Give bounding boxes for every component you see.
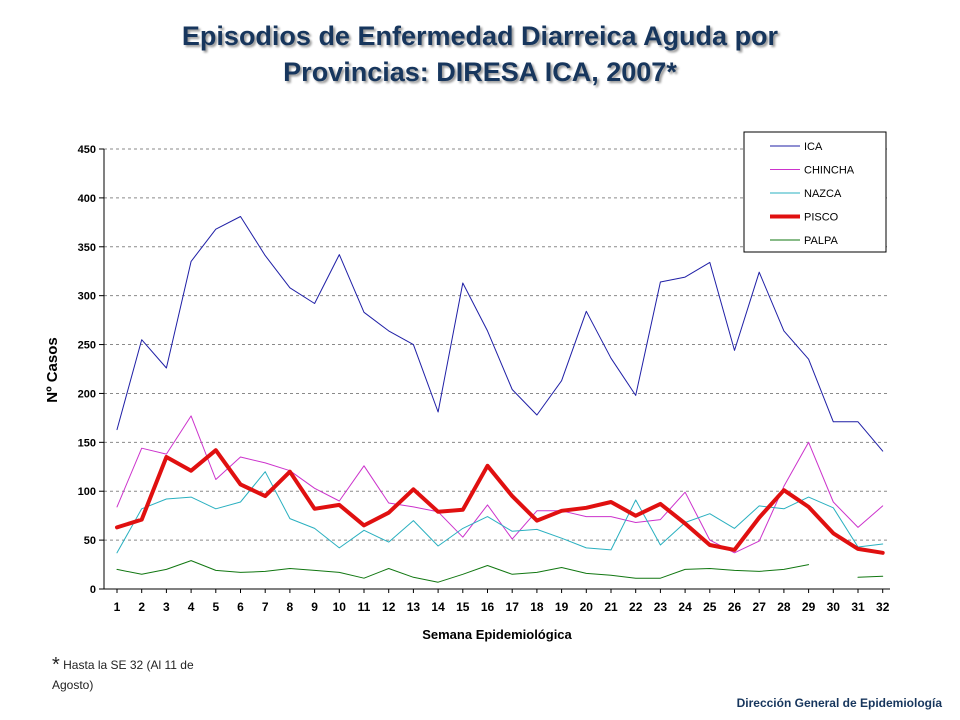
x-tick-label-2: 2 — [138, 600, 145, 614]
x-tick-label-7: 7 — [262, 600, 269, 614]
x-tick-label-23: 23 — [654, 600, 668, 614]
x-tick-label-32: 32 — [876, 600, 890, 614]
chart-title-line-1: Episodios de Enfermedad Diarreica Aguda … — [181, 21, 779, 51]
x-tick-label-10: 10 — [333, 600, 347, 614]
x-tick-label-17: 17 — [506, 600, 520, 614]
x-tick-label-28: 28 — [777, 600, 791, 614]
footnote-text: Hasta la SE 32 (Al 11 de Agosto) — [52, 658, 194, 692]
x-tick-label-18: 18 — [530, 600, 544, 614]
legend-label-palpa: PALPA — [804, 235, 838, 247]
legend: ICA CHINCHA NAZCA PISCO PALPA — [743, 131, 887, 253]
x-tick-label-27: 27 — [753, 600, 767, 614]
series-line-nazca — [116, 471, 884, 554]
legend-label-pisco: PISCO — [804, 212, 839, 224]
x-tick-label-24: 24 — [678, 600, 692, 614]
x-tick-label-3: 3 — [163, 600, 170, 614]
series-line-pisco — [115, 448, 885, 555]
series-line-palpa-segment-1 — [116, 560, 810, 583]
x-axis-label: Semana Epidemiológica — [422, 627, 572, 642]
x-tick-label-14: 14 — [431, 600, 445, 614]
y-tick-label-150: 150 — [78, 437, 96, 449]
y-tick-label-250: 250 — [78, 340, 96, 352]
y-tick-label-350: 350 — [78, 242, 96, 254]
chart-title-line-2: Provincias: DIRESA ICA, 2007* — [283, 57, 677, 87]
x-tick-label-19: 19 — [555, 600, 569, 614]
x-tick-label-5: 5 — [212, 600, 219, 614]
x-tick-label-25: 25 — [703, 600, 717, 614]
x-tick-label-16: 16 — [481, 600, 495, 614]
series-line-chincha — [116, 415, 884, 554]
x-tick-label-8: 8 — [287, 600, 294, 614]
x-tick-label-12: 12 — [382, 600, 396, 614]
y-tick-label-400: 400 — [78, 193, 96, 205]
x-tick-label-20: 20 — [580, 600, 594, 614]
legend-box — [743, 131, 887, 253]
chart-title: Episodios de Enfermedad Diarreica Aguda … — [0, 18, 960, 90]
x-tick-label-9: 9 — [311, 600, 318, 614]
y-axis-label: Nº Casos — [44, 337, 61, 403]
legend-label-nazca: NAZCA — [804, 188, 842, 200]
series-line-ica — [116, 216, 884, 452]
y-tick-label-200: 200 — [78, 388, 96, 400]
x-tick-label-21: 21 — [604, 600, 618, 614]
y-tick-label-50: 50 — [84, 535, 96, 547]
footnote-asterisk: * — [52, 654, 60, 676]
footnote: * Hasta la SE 32 (Al 11 de Agosto) — [52, 655, 202, 695]
series-line-palpa-segment-2 — [857, 575, 884, 578]
x-tick-label-13: 13 — [407, 600, 421, 614]
y-tick-label-450: 450 — [78, 144, 96, 156]
y-tick-label-0: 0 — [90, 584, 96, 596]
x-tick-label-26: 26 — [728, 600, 742, 614]
y-tick-label-300: 300 — [78, 291, 96, 303]
x-tick-label-4: 4 — [188, 600, 195, 614]
x-tick-label-29: 29 — [802, 600, 816, 614]
x-tick-label-11: 11 — [358, 600, 371, 614]
legend-label-chincha: CHINCHA — [804, 165, 855, 177]
x-tick-label-22: 22 — [629, 600, 643, 614]
footer-source: Dirección General de Epidemiología — [736, 696, 942, 710]
x-tick-label-6: 6 — [237, 600, 244, 614]
legend-label-ica: ICA — [804, 141, 823, 153]
x-tick-label-1: 1 — [114, 600, 121, 614]
x-tick-label-31: 31 — [851, 600, 865, 614]
y-tick-label-100: 100 — [78, 486, 96, 498]
x-tick-label-30: 30 — [827, 600, 841, 614]
x-tick-label-15: 15 — [456, 600, 470, 614]
series-lines — [115, 216, 885, 583]
